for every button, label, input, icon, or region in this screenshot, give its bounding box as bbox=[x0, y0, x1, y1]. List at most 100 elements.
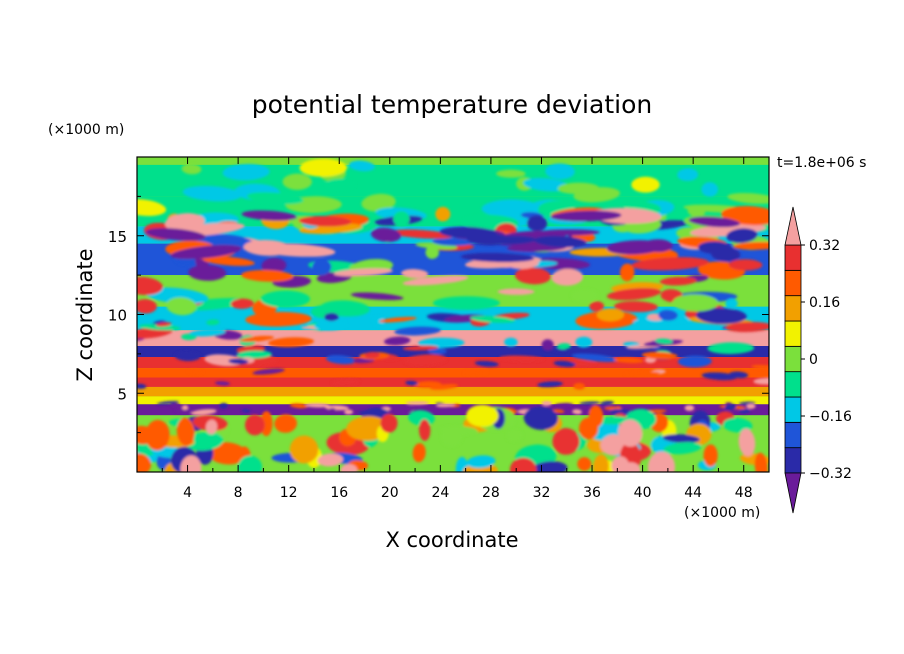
field-cell bbox=[499, 355, 545, 362]
colorbar-bin bbox=[784, 320, 802, 347]
field-cell bbox=[145, 419, 170, 451]
field-cell bbox=[418, 419, 431, 441]
x-tick-label: 44 bbox=[684, 485, 702, 501]
field-cell bbox=[219, 402, 228, 409]
field-cell bbox=[384, 336, 411, 346]
field-cell bbox=[236, 350, 272, 359]
field-cell bbox=[241, 210, 297, 221]
field-cell bbox=[533, 235, 587, 248]
field-cell bbox=[390, 229, 454, 239]
field-cell bbox=[470, 315, 515, 323]
colorbar-extend-low bbox=[784, 472, 802, 514]
field-cell bbox=[506, 429, 523, 442]
field-cell bbox=[577, 457, 592, 471]
colorbar-bin bbox=[784, 421, 802, 449]
field-cell bbox=[746, 403, 756, 409]
field-cell bbox=[404, 354, 448, 366]
field-cell bbox=[619, 263, 635, 282]
field-cell bbox=[305, 403, 330, 408]
field-band bbox=[137, 404, 769, 416]
field-cell bbox=[328, 408, 337, 413]
field-cell bbox=[614, 301, 658, 313]
field-cell bbox=[578, 417, 599, 440]
colorbar-bin bbox=[784, 295, 802, 322]
field-cell bbox=[137, 383, 147, 389]
field-cell bbox=[139, 324, 181, 331]
field-cell bbox=[344, 409, 354, 415]
field-cell bbox=[364, 351, 381, 359]
field-cell bbox=[571, 353, 619, 362]
field-cell bbox=[466, 404, 499, 427]
field-cell bbox=[215, 381, 231, 386]
field-cell bbox=[190, 409, 217, 416]
field-cell bbox=[244, 414, 265, 436]
field-cell bbox=[348, 160, 375, 172]
field-cell bbox=[317, 453, 344, 467]
colorbar-tick-label: 0.16 bbox=[809, 295, 840, 311]
colorbar-bin bbox=[784, 396, 802, 423]
x-unit-label: (×1000 m) bbox=[684, 505, 760, 521]
field-cell bbox=[137, 276, 163, 295]
field-cell bbox=[137, 425, 155, 445]
plot-area bbox=[137, 157, 769, 472]
field-cell bbox=[228, 358, 249, 365]
field-cell bbox=[600, 400, 614, 406]
field-cell bbox=[268, 337, 315, 348]
field-cell bbox=[431, 237, 475, 246]
field-cell bbox=[751, 365, 769, 370]
field-cell bbox=[460, 252, 535, 263]
field-cell bbox=[241, 409, 251, 413]
colorbar-bin bbox=[784, 244, 802, 271]
field-cell bbox=[314, 320, 348, 331]
x-tick-label: 24 bbox=[431, 485, 449, 501]
field-cell bbox=[205, 419, 218, 435]
field-cell bbox=[260, 290, 311, 308]
field-cell bbox=[481, 199, 539, 217]
y-axis-label: Z coordinate bbox=[73, 248, 97, 381]
x-tick-label: 40 bbox=[634, 485, 652, 501]
field-cell bbox=[185, 432, 224, 451]
field-cell bbox=[361, 193, 396, 212]
field-cell bbox=[541, 400, 552, 406]
field-cell bbox=[703, 444, 718, 467]
field-cell bbox=[252, 368, 285, 375]
field-cell bbox=[606, 240, 664, 255]
field-cell bbox=[738, 408, 751, 414]
field-cell bbox=[701, 372, 738, 381]
colorbar-bin bbox=[784, 269, 802, 297]
field-cell bbox=[526, 215, 548, 232]
field-cell bbox=[145, 228, 206, 241]
field-cell bbox=[641, 351, 678, 360]
field-cell bbox=[557, 343, 571, 350]
field-cell bbox=[596, 308, 625, 322]
field-cell bbox=[728, 259, 763, 271]
field-cell bbox=[455, 456, 469, 472]
field-cell bbox=[156, 322, 172, 327]
field-cell bbox=[738, 428, 756, 457]
field-cell bbox=[496, 169, 526, 178]
field-cell bbox=[243, 239, 292, 256]
colorbar-tick-label: 0 bbox=[809, 352, 818, 368]
field-cell bbox=[684, 404, 695, 411]
field-cell bbox=[611, 456, 630, 472]
field-cell bbox=[240, 335, 275, 342]
field-cell bbox=[299, 158, 348, 177]
field-cell bbox=[246, 192, 304, 205]
field-cell bbox=[575, 336, 593, 348]
field-cell bbox=[463, 369, 488, 376]
x-tick-label: 48 bbox=[735, 485, 753, 501]
field-cell bbox=[579, 401, 601, 405]
field-cell bbox=[514, 267, 551, 285]
field-cell bbox=[624, 371, 660, 376]
field-cell bbox=[164, 213, 205, 232]
field-cell bbox=[174, 350, 201, 362]
colorbar-bin bbox=[784, 345, 802, 373]
colorbar-tick-label: 0.32 bbox=[809, 238, 840, 254]
field-cell bbox=[206, 319, 220, 326]
field-cell bbox=[606, 287, 661, 301]
field-cell bbox=[379, 316, 417, 323]
field-cell bbox=[572, 409, 582, 415]
field-cell bbox=[733, 241, 769, 250]
field-cell bbox=[393, 211, 410, 227]
